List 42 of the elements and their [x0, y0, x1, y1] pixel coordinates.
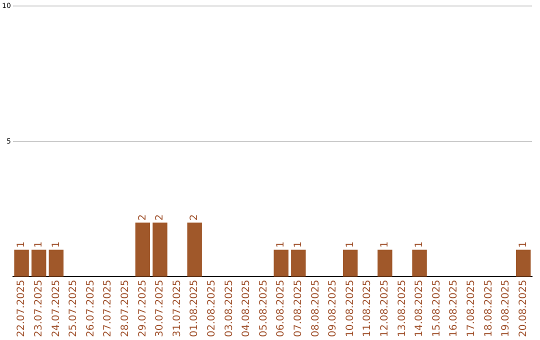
x-tick-label: 13.08.2025 [396, 280, 408, 338]
x-tick-label: 29.07.2025 [137, 280, 148, 338]
x-tick-label: 07.08.2025 [293, 280, 304, 338]
x-tick-label: 15.08.2025 [431, 280, 442, 338]
data-label: 1 [518, 241, 529, 248]
x-tick-label: 20.08.2025 [518, 280, 529, 338]
x-tick-label: 04.08.2025 [241, 280, 252, 338]
x-tick-label: 05.08.2025 [258, 280, 270, 338]
x-tick-label: 27.07.2025 [102, 280, 114, 338]
data-label: 1 [414, 241, 426, 248]
data-label: 1 [344, 241, 356, 248]
data-label: 1 [380, 241, 391, 248]
data-label: 1 [16, 241, 28, 248]
x-tick-label: 22.07.2025 [16, 280, 28, 338]
data-label: 1 [33, 241, 44, 248]
data-label: 1 [50, 241, 62, 248]
x-tick-label: 23.07.2025 [33, 280, 44, 338]
data-label: 1 [293, 241, 304, 248]
x-tick-label: 10.08.2025 [344, 280, 356, 338]
x-tick-label: 17.08.2025 [466, 280, 478, 338]
x-tick-label: 02.08.2025 [206, 280, 218, 338]
data-label: 2 [189, 214, 200, 221]
x-tick-label: 01.08.2025 [189, 280, 200, 338]
x-tick-label: 12.08.2025 [380, 280, 391, 338]
data-label: 1 [276, 241, 287, 248]
x-tick-label: 11.08.2025 [362, 280, 374, 338]
x-tick-label: 31.07.2025 [172, 280, 183, 338]
x-tick-label: 24.07.2025 [50, 280, 62, 338]
x-tick-label: 30.07.2025 [154, 280, 166, 338]
x-tick-label: 28.07.2025 [120, 280, 131, 338]
x-tick-label: 14.08.2025 [414, 280, 426, 338]
x-tick-label: 19.08.2025 [500, 280, 512, 338]
x-tick-label: 09.08.2025 [328, 280, 339, 338]
x-tick-label: 08.08.2025 [310, 280, 322, 338]
x-tick-label: 06.08.2025 [276, 280, 287, 338]
x-tick-label: 18.08.2025 [483, 280, 494, 338]
x-tick-label: 16.08.2025 [448, 280, 460, 338]
x-tick-label: 26.07.2025 [85, 280, 96, 338]
x-tick-label: 03.08.2025 [224, 280, 235, 338]
data-label: 2 [137, 214, 148, 221]
data-label: 2 [154, 214, 166, 221]
x-tick-label: 25.07.2025 [68, 280, 80, 338]
